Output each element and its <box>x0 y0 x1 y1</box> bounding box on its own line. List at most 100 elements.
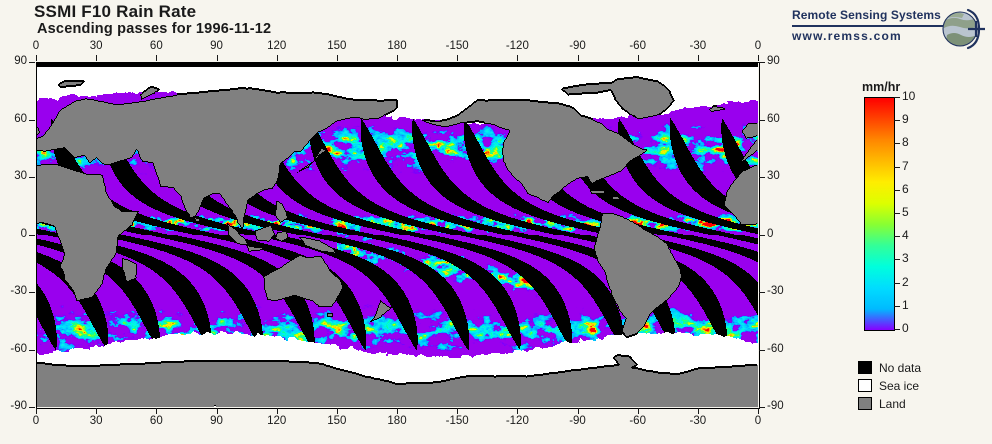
x-tick <box>457 55 459 61</box>
y-axis-label: 90 <box>767 55 780 67</box>
x-axis-label: -120 <box>505 415 529 427</box>
colorbar-tick-label: 10 <box>902 89 916 103</box>
colorbar-tick-label: 4 <box>902 228 909 243</box>
x-tick <box>156 408 158 414</box>
y-tick <box>759 177 765 178</box>
x-tick <box>758 55 759 61</box>
x-axis-label: 60 <box>149 415 163 427</box>
colorbar-tick <box>894 259 900 261</box>
legend-item: Land <box>858 395 921 412</box>
x-tick <box>697 55 699 61</box>
x-tick <box>517 55 519 61</box>
y-tick <box>29 177 35 178</box>
x-tick <box>96 408 98 414</box>
x-axis-label: -120 <box>505 40 529 52</box>
x-axis-label: 60 <box>149 40 163 52</box>
map-legend: No data Sea ice Land <box>858 359 921 413</box>
y-axis-label: 60 <box>767 112 780 125</box>
colorbar-tick <box>894 166 900 168</box>
y-tick <box>759 292 765 293</box>
y-tick <box>29 234 35 236</box>
x-axis-label: -150 <box>445 40 469 52</box>
colorbar-unit-label: mm/hr <box>862 80 901 94</box>
y-tick <box>759 62 765 63</box>
colorbar-tick-label: 7 <box>902 158 909 173</box>
x-axis-label: 0 <box>32 415 40 427</box>
x-axis-label: -30 <box>689 40 707 52</box>
x-axis-label: -60 <box>629 415 646 427</box>
globe-icon <box>942 8 985 50</box>
x-axis-label: 180 <box>387 415 407 427</box>
y-tick <box>29 407 35 408</box>
x-axis-label: -60 <box>629 40 646 52</box>
map-canvas[interactable] <box>36 62 758 407</box>
y-tick <box>29 349 35 351</box>
y-tick <box>759 119 765 121</box>
colorbar-tick <box>894 329 900 330</box>
y-axis-label: 60 <box>14 112 27 125</box>
colorbar-tick-label: 1 <box>902 297 909 312</box>
colorbar-tick <box>894 305 900 307</box>
rain-rate-map[interactable] <box>36 62 758 407</box>
x-axis-label: -90 <box>569 415 586 427</box>
legend-label: Sea ice <box>879 378 920 393</box>
y-axis-label: -60 <box>10 342 27 355</box>
y-tick <box>759 407 765 408</box>
legend-swatch <box>858 361 872 374</box>
legend-swatch <box>858 379 872 392</box>
colorbar-tick <box>894 189 900 191</box>
y-axis-label: -30 <box>10 285 27 297</box>
x-axis-label: 150 <box>327 40 347 52</box>
x-axis-label: 180 <box>387 40 407 52</box>
y-axis-label: 0 <box>20 227 27 240</box>
page-title: SSMI F10 Rain Rate <box>34 2 197 21</box>
y-axis-label: -90 <box>10 400 27 412</box>
x-tick <box>276 408 278 414</box>
y-axis-label: -30 <box>767 285 784 297</box>
x-tick <box>697 408 699 414</box>
y-axis-label: -60 <box>767 342 784 355</box>
y-tick <box>759 349 765 351</box>
x-tick <box>216 55 218 61</box>
x-axis-label: 120 <box>267 415 287 427</box>
remss-logo[interactable]: Remote Sensing Systems www.remss.com <box>792 8 985 54</box>
colorbar-tick-label: 3 <box>902 251 909 266</box>
y-tick <box>759 234 765 236</box>
logo-org-name: Remote Sensing Systems <box>792 8 941 22</box>
x-axis-label: -30 <box>689 415 707 427</box>
x-tick <box>216 408 218 414</box>
y-axis-label: 0 <box>767 227 774 240</box>
colorbar-gradient <box>864 97 895 331</box>
x-tick <box>517 408 519 414</box>
x-tick <box>276 55 278 61</box>
colorbar-tick <box>894 282 900 284</box>
legend-label: No data <box>879 360 922 375</box>
x-tick <box>156 55 158 61</box>
title-block: SSMI F10 Rain Rate Ascending passes for … <box>34 2 271 38</box>
y-tick <box>29 292 35 293</box>
x-tick <box>457 408 459 414</box>
y-tick <box>29 62 35 63</box>
x-axis-label: 0 <box>754 415 762 427</box>
x-tick <box>96 55 98 61</box>
x-tick <box>336 408 338 414</box>
y-axis-label: -90 <box>767 400 784 412</box>
logo-url: www.remss.com <box>792 29 902 43</box>
x-axis-label: 0 <box>754 40 762 52</box>
y-tick <box>29 119 35 121</box>
x-axis-label: -90 <box>569 40 586 52</box>
x-axis-label: -150 <box>445 415 469 427</box>
x-tick <box>397 408 398 414</box>
colorbar-tick <box>894 97 900 98</box>
colorbar-tick <box>894 143 900 145</box>
x-axis-label: 90 <box>210 40 223 52</box>
colorbar-tick-label: 2 <box>902 274 909 289</box>
colorbar-tick <box>894 120 900 122</box>
x-tick <box>577 408 579 414</box>
legend-item: Sea ice <box>858 377 921 394</box>
x-tick <box>397 55 398 61</box>
x-axis-label: 0 <box>32 40 40 52</box>
colorbar-tick <box>894 213 900 214</box>
x-axis-label: 30 <box>89 40 103 52</box>
colorbar-tick-label: 6 <box>902 181 909 196</box>
